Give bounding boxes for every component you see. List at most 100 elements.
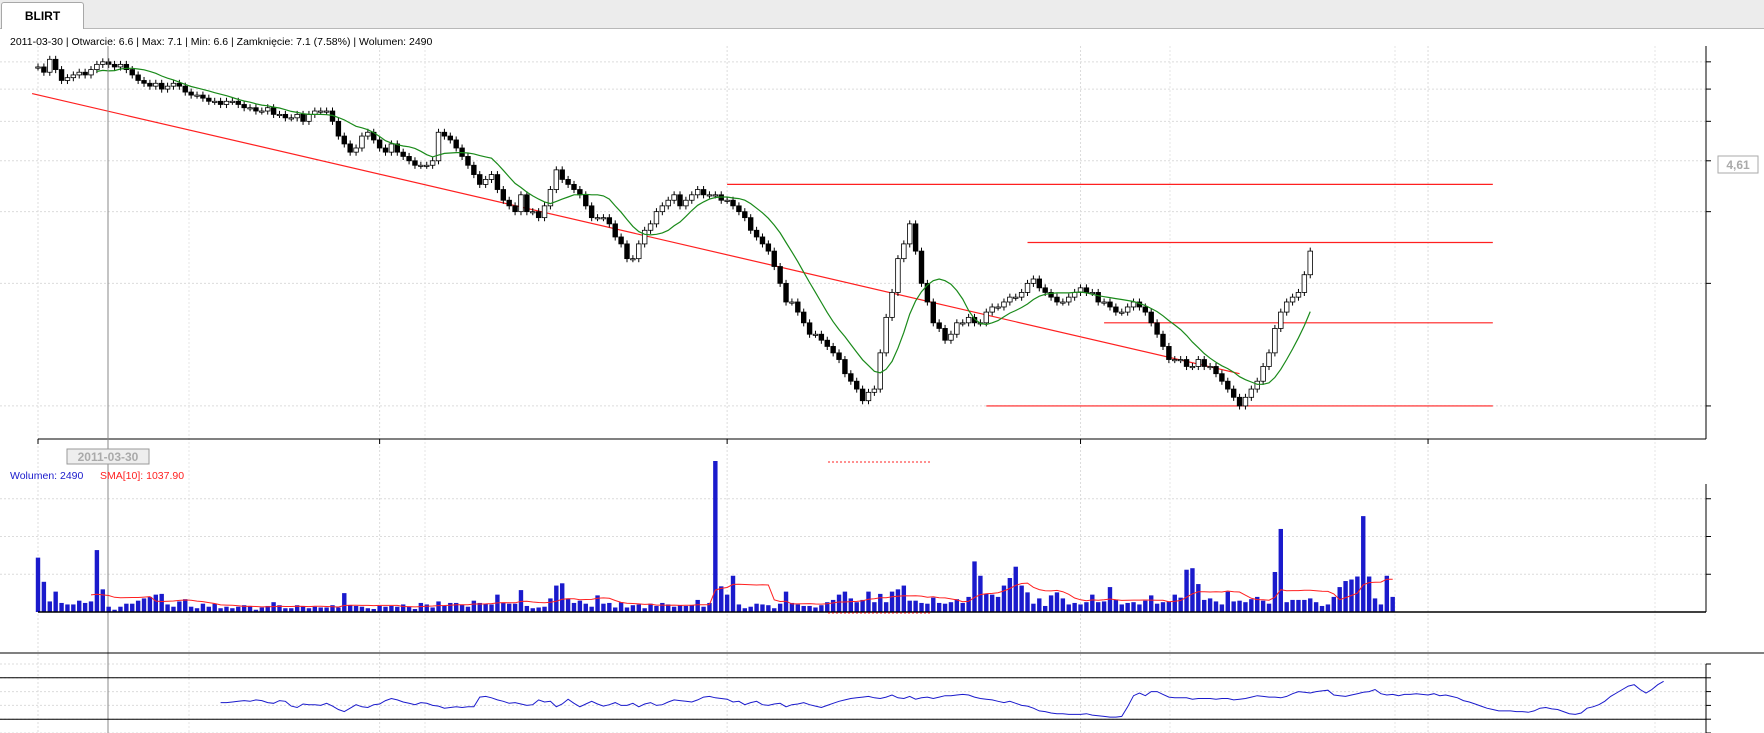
- candle: [559, 166, 565, 183]
- volume-bar: [1284, 602, 1289, 612]
- candle: [747, 214, 754, 234]
- candle-body: [235, 100, 241, 105]
- candle: [689, 191, 695, 204]
- candle: [453, 136, 459, 152]
- candle: [70, 71, 77, 82]
- candle-body: [465, 156, 471, 166]
- volume-bar: [795, 604, 801, 612]
- candle: [1148, 308, 1154, 327]
- candle-body: [1283, 301, 1290, 313]
- candle-body: [318, 110, 324, 113]
- candle: [553, 166, 560, 194]
- candle: [565, 175, 571, 188]
- candle-body: [41, 66, 47, 73]
- candle-body: [889, 292, 895, 318]
- candle: [365, 128, 371, 140]
- volume-bar: [907, 600, 912, 612]
- candle: [877, 349, 883, 393]
- candle: [889, 288, 895, 321]
- volume-bar: [648, 603, 653, 612]
- volume-bar: [1007, 578, 1013, 612]
- candle-body: [453, 139, 459, 149]
- candle: [1048, 288, 1054, 301]
- volume-bar: [660, 602, 665, 612]
- tab-blirt[interactable]: BLIRT: [1, 2, 84, 29]
- candle: [936, 319, 942, 333]
- volume-bar: [860, 599, 865, 612]
- volume-bar: [571, 602, 577, 612]
- volume-bar: [124, 603, 129, 612]
- volume-bar: [383, 606, 388, 612]
- candle: [123, 60, 130, 74]
- candle-body: [694, 189, 701, 196]
- candle: [1219, 370, 1225, 385]
- candle: [418, 161, 424, 169]
- cursor-price-label: 4,61: [1726, 158, 1750, 172]
- candle: [571, 180, 577, 194]
- candle-body: [541, 205, 548, 219]
- volume-bar: [1272, 571, 1278, 612]
- volume-bar: [253, 609, 259, 612]
- candle: [347, 140, 353, 156]
- volume-bar: [406, 606, 412, 612]
- candles: [35, 55, 1313, 410]
- volume-bar: [171, 606, 176, 612]
- candle-body: [117, 63, 124, 68]
- volume-bar: [365, 608, 371, 612]
- candle: [918, 247, 925, 287]
- volume-bar: [112, 609, 117, 612]
- candle-body: [712, 194, 719, 197]
- volume-bar: [789, 602, 795, 612]
- candle-body: [912, 223, 919, 252]
- candle-body: [1189, 366, 1196, 369]
- candle: [812, 330, 819, 338]
- volume-bar: [554, 585, 559, 612]
- volume-bar: [854, 602, 859, 612]
- candle: [783, 279, 789, 306]
- candle: [382, 144, 389, 156]
- candle-body: [241, 104, 247, 109]
- volume-bar: [1202, 599, 1207, 612]
- candle: [1107, 298, 1113, 311]
- volume-bar: [177, 601, 182, 612]
- candle-body: [500, 189, 507, 201]
- candle: [924, 279, 931, 306]
- candle: [88, 66, 94, 79]
- candle-body: [1195, 359, 1202, 367]
- candle: [594, 214, 601, 222]
- volume-bar: [542, 606, 547, 612]
- candle-body: [512, 205, 518, 213]
- volume-bar: [88, 601, 94, 612]
- volume-bar: [666, 604, 671, 612]
- volume-bar: [1160, 602, 1166, 612]
- volume-bar: [677, 605, 683, 612]
- candle: [1295, 288, 1302, 301]
- volume-bar: [1096, 602, 1101, 612]
- candle: [447, 132, 453, 144]
- candle-body: [1066, 296, 1072, 303]
- candle: [1307, 247, 1313, 279]
- volume-bar: [730, 575, 736, 612]
- volume-bar: [1249, 599, 1254, 612]
- candle-body: [1254, 380, 1260, 390]
- volume-bar: [701, 606, 706, 612]
- candle-body: [783, 282, 789, 303]
- candle-body: [671, 194, 677, 201]
- stock-chart[interactable]: 2011-03-30 | Otwarcie: 6.6 | Max: 7.1 | …: [0, 29, 1764, 733]
- volume-bar: [501, 602, 506, 612]
- candle-body: [948, 333, 954, 341]
- candle: [777, 263, 783, 287]
- volume-bar: [1013, 566, 1018, 612]
- volume-bar: [524, 605, 530, 612]
- candle-body: [270, 107, 277, 115]
- candle: [482, 175, 489, 188]
- candle-body: [612, 223, 618, 238]
- candle-body: [865, 391, 872, 402]
- candle: [341, 132, 347, 148]
- volume-bar: [1019, 585, 1024, 612]
- candle: [1289, 293, 1296, 306]
- volume-bars: [35, 461, 1395, 612]
- candle: [241, 100, 247, 112]
- volume-bar: [359, 606, 365, 612]
- volume-bar: [783, 591, 789, 612]
